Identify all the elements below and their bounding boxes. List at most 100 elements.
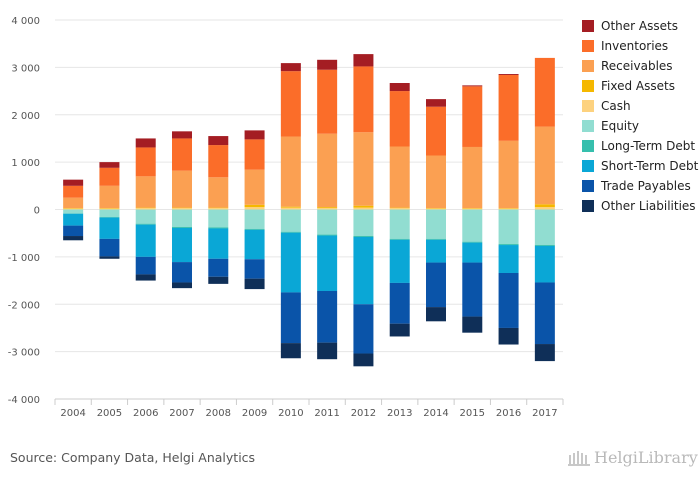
bar-segment[interactable]	[317, 207, 338, 209]
bar-segment[interactable]	[63, 197, 84, 209]
bar-segment[interactable]	[534, 57, 555, 127]
bar-segment[interactable]	[498, 245, 519, 273]
bar-segment[interactable]	[426, 238, 446, 240]
bar-segment[interactable]	[389, 323, 410, 337]
bar-segment[interactable]	[317, 208, 338, 210]
bar-segment[interactable]	[172, 262, 192, 283]
bar-segment[interactable]	[280, 63, 301, 72]
bar-segment[interactable]	[280, 209, 301, 232]
legend-item[interactable]: Long-Term Debt	[582, 136, 698, 156]
bar-segment[interactable]	[244, 228, 265, 230]
legend-item[interactable]: Inventories	[582, 36, 698, 56]
bar-segment[interactable]	[353, 132, 374, 206]
bar-segment[interactable]	[135, 138, 156, 148]
bar-segment[interactable]	[389, 146, 410, 208]
legend-item[interactable]: Trade Payables	[582, 176, 698, 196]
bar-segment[interactable]	[317, 59, 338, 70]
bar-segment[interactable]	[172, 227, 192, 228]
bar-segment[interactable]	[426, 262, 446, 308]
bar-segment[interactable]	[317, 234, 338, 236]
bar-segment[interactable]	[99, 217, 120, 239]
bar-segment[interactable]	[135, 224, 156, 257]
bar-segment[interactable]	[353, 236, 374, 237]
bar-segment[interactable]	[63, 185, 84, 198]
bar-segment[interactable]	[135, 147, 156, 177]
bar-segment[interactable]	[426, 155, 446, 209]
bar-segment[interactable]	[280, 136, 301, 207]
bar-segment[interactable]	[208, 258, 229, 277]
bar-segment[interactable]	[135, 274, 156, 281]
bar-segment[interactable]	[353, 66, 374, 133]
bar-segment[interactable]	[280, 343, 301, 359]
bar-segment[interactable]	[462, 86, 483, 147]
legend-item[interactable]: Fixed Assets	[582, 76, 698, 96]
bar-segment[interactable]	[99, 162, 120, 168]
bar-segment[interactable]	[244, 259, 265, 279]
bar-segment[interactable]	[280, 206, 301, 208]
bar-segment[interactable]	[498, 272, 519, 328]
bar-segment[interactable]	[426, 99, 446, 107]
bar-segment[interactable]	[426, 307, 446, 322]
bar-segment[interactable]	[99, 238, 120, 257]
bar-segment[interactable]	[534, 204, 555, 208]
bar-segment[interactable]	[244, 278, 265, 290]
bar-segment[interactable]	[498, 244, 519, 246]
bar-segment[interactable]	[135, 256, 156, 275]
bar-segment[interactable]	[244, 204, 265, 208]
bar-segment[interactable]	[63, 225, 84, 237]
bar-segment[interactable]	[135, 208, 156, 210]
bar-segment[interactable]	[99, 185, 120, 209]
bar-segment[interactable]	[498, 208, 519, 210]
bar-segment[interactable]	[172, 209, 192, 228]
bar-segment[interactable]	[389, 83, 410, 92]
bar-segment[interactable]	[317, 235, 338, 291]
bar-segment[interactable]	[534, 344, 555, 362]
legend-item[interactable]: Receivables	[582, 56, 698, 76]
bar-segment[interactable]	[172, 138, 192, 171]
bar-segment[interactable]	[462, 85, 483, 87]
bar-segment[interactable]	[63, 208, 84, 210]
bar-segment[interactable]	[534, 245, 555, 283]
bar-segment[interactable]	[63, 209, 84, 214]
bar-segment[interactable]	[462, 208, 483, 210]
bar-segment[interactable]	[534, 207, 555, 210]
bar-segment[interactable]	[426, 209, 446, 239]
bar-segment[interactable]	[280, 207, 301, 210]
bar-segment[interactable]	[135, 223, 156, 225]
bar-segment[interactable]	[208, 228, 229, 259]
bar-segment[interactable]	[135, 176, 156, 208]
bar-segment[interactable]	[426, 106, 446, 156]
bar-segment[interactable]	[389, 239, 410, 283]
legend-item[interactable]: Other Assets	[582, 16, 698, 36]
bar-segment[interactable]	[208, 227, 229, 229]
bar-segment[interactable]	[317, 69, 338, 134]
bar-segment[interactable]	[244, 169, 265, 205]
bar-segment[interactable]	[317, 342, 338, 360]
bar-segment[interactable]	[63, 213, 84, 226]
bar-segment[interactable]	[353, 304, 374, 354]
bar-segment[interactable]	[534, 245, 555, 246]
bar-segment[interactable]	[498, 74, 519, 75]
bar-segment[interactable]	[353, 353, 374, 367]
bar-segment[interactable]	[426, 208, 446, 210]
bar-segment[interactable]	[244, 130, 265, 140]
bar-segment[interactable]	[99, 208, 120, 210]
bar-segment[interactable]	[99, 209, 120, 218]
legend-item[interactable]: Other Liabilities	[582, 196, 698, 216]
bar-segment[interactable]	[534, 126, 555, 205]
bar-segment[interactable]	[353, 209, 374, 237]
bar-segment[interactable]	[208, 208, 229, 210]
bar-segment[interactable]	[280, 292, 301, 344]
bar-segment[interactable]	[280, 232, 301, 293]
bar-segment[interactable]	[244, 229, 265, 260]
bar-segment[interactable]	[280, 231, 301, 233]
bar-segment[interactable]	[244, 207, 265, 210]
bar-segment[interactable]	[498, 140, 519, 209]
bar-segment[interactable]	[280, 71, 301, 137]
bar-segment[interactable]	[462, 242, 483, 263]
bar-segment[interactable]	[498, 74, 519, 141]
bar-segment[interactable]	[99, 256, 120, 259]
bar-segment[interactable]	[462, 316, 483, 333]
bar-segment[interactable]	[244, 209, 265, 229]
legend-item[interactable]: Equity	[582, 116, 698, 136]
